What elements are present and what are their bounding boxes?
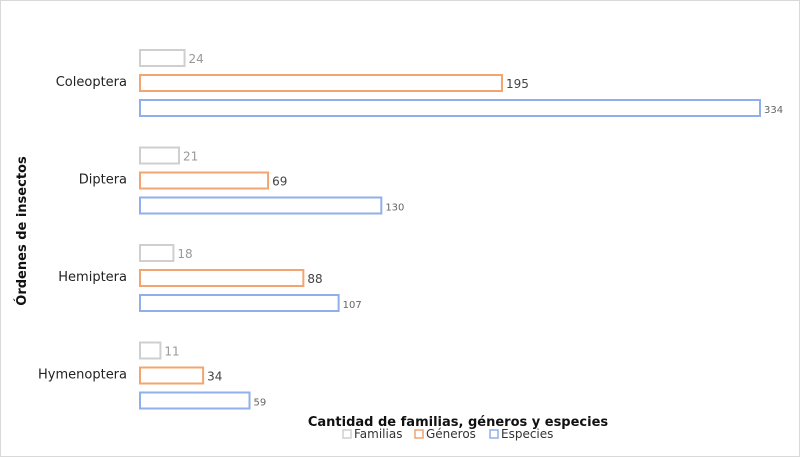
bars-layer: 24 195 334 21 69 130 18 88 107 11 34 59 [139,49,783,410]
category-label-hymenoptera: Hymenoptera [38,368,127,383]
category-label-diptera: Diptera [79,173,127,188]
legend-swatch-familias [342,429,352,439]
bar-hymenoptera-especies [139,391,251,410]
value-label-hemiptera-generos: 88 [307,272,322,286]
bar-coleoptera-generos [139,74,503,92]
legend-swatch-generos [414,429,424,439]
bar-hemiptera-generos [139,269,305,287]
value-label-hymenoptera-familias: 11 [164,345,179,359]
value-label-coleoptera-familias: 24 [189,52,204,66]
legend-item-especies: Especies [489,427,553,441]
y-axis-title: Órdenes de insectos [14,156,30,306]
bar-hemiptera-especies [139,294,340,312]
value-label-hemiptera-familias: 18 [177,247,192,261]
bar-coleoptera-especies [139,99,761,117]
value-label-diptera-especies: 130 [385,203,404,214]
bar-diptera-especies [139,196,383,215]
legend-item-generos: Géneros [414,427,476,441]
legend-item-familias: Familias [342,427,402,441]
value-label-coleoptera-generos: 195 [506,77,529,91]
bar-hymenoptera-generos [139,366,205,385]
value-label-hemiptera-especies: 107 [343,300,362,311]
bar-diptera-generos [139,171,270,190]
value-label-diptera-familias: 21 [183,150,198,164]
x-axis-title: Cantidad de familias, géneros y especies [308,415,609,430]
value-label-diptera-generos: 69 [272,175,287,189]
legend: Familias Géneros Especies [342,427,553,441]
bar-diptera-familias [139,146,180,165]
bar-hemiptera-familias [139,244,175,262]
category-label-hemiptera: Hemiptera [58,270,127,285]
value-label-hymenoptera-especies: 59 [254,398,267,409]
category-labels: Coleoptera Diptera Hemiptera Hymenoptera [38,75,127,383]
legend-swatch-especies [489,429,499,439]
bar-hymenoptera-familias [139,341,162,360]
legend-label-generos: Géneros [426,427,476,441]
value-label-hymenoptera-generos: 34 [207,370,222,384]
legend-label-familias: Familias [354,427,402,441]
bar-coleoptera-familias [139,49,186,67]
value-label-coleoptera-especies: 334 [764,105,783,116]
legend-label-especies: Especies [501,427,553,441]
category-label-coleoptera: Coleoptera [56,75,127,90]
